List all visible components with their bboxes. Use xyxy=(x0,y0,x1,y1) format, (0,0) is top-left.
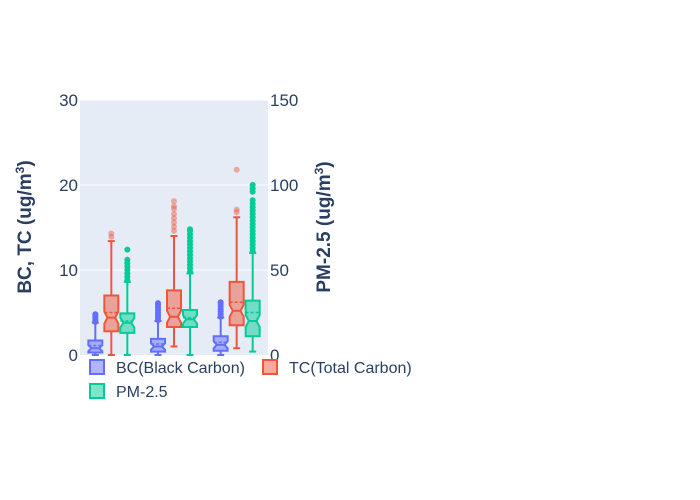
left-tick-label: 30 xyxy=(59,91,78,110)
right-tick-label: 150 xyxy=(270,91,298,110)
outlier-point xyxy=(171,219,177,226)
outlier-point xyxy=(171,210,177,217)
legend-label-tc: TC(Total Carbon) xyxy=(289,360,412,377)
legend-swatch-tc xyxy=(262,359,278,375)
legend: BC(Black Carbon) TC(Total Carbon) PM-2.5 xyxy=(89,359,412,401)
legend-swatch-pm25 xyxy=(89,383,105,399)
outlier-point xyxy=(233,166,240,173)
outlier-point xyxy=(124,246,131,253)
outlier-point xyxy=(171,205,177,212)
outlier-point xyxy=(217,299,224,306)
outlier-point xyxy=(171,215,177,222)
box-2-0[interactable] xyxy=(119,246,136,356)
legend-item-pm25[interactable]: PM-2.5 xyxy=(89,383,168,401)
legend-item-tc[interactable]: TC(Total Carbon) xyxy=(262,359,412,377)
outlier-point xyxy=(187,226,193,233)
left-tick-label: 0 xyxy=(69,346,78,365)
outlier-point xyxy=(124,256,131,263)
left-axis-title: BC, TC (ug/m3) xyxy=(13,160,36,293)
left-tick-label: 10 xyxy=(59,261,78,280)
legend-swatch-bc xyxy=(89,359,105,375)
outlier-point xyxy=(171,198,177,205)
box-1-2[interactable] xyxy=(228,166,245,350)
box-body xyxy=(150,337,166,353)
outlier-point xyxy=(249,197,256,204)
right-axis-ticks: 0 50 100 150 xyxy=(270,91,298,365)
left-tick-label: 20 xyxy=(59,176,78,195)
right-tick-label: 100 xyxy=(270,176,298,195)
outlier-point xyxy=(155,300,161,307)
right-axis-title: PM-2.5 (ug/m3) xyxy=(312,161,335,292)
legend-item-bc[interactable]: BC(Black Carbon) xyxy=(89,359,245,377)
outlier-point xyxy=(171,203,177,210)
box-body xyxy=(228,280,245,327)
box-body xyxy=(103,294,120,333)
box-0-0[interactable] xyxy=(87,311,104,356)
box-body xyxy=(87,339,104,354)
box-body xyxy=(244,299,261,338)
outlier-point xyxy=(171,227,177,234)
outlier-point xyxy=(108,233,115,240)
right-tick-label: 50 xyxy=(270,261,289,280)
legend-label-pm25: PM-2.5 xyxy=(116,384,168,401)
box-0-1[interactable] xyxy=(150,300,166,356)
box-0-2[interactable] xyxy=(212,299,229,356)
outlier-point xyxy=(171,223,177,230)
outlier-point xyxy=(92,311,99,318)
box-2-1[interactable] xyxy=(182,226,198,356)
box-series-group xyxy=(87,166,261,356)
outlier-point xyxy=(108,230,115,237)
legend-label-bc: BC(Black Carbon) xyxy=(116,360,245,377)
box-body xyxy=(212,335,229,352)
right-tick-label: 0 xyxy=(270,346,279,365)
box-1-0[interactable] xyxy=(103,230,120,356)
box-2-2[interactable] xyxy=(244,182,261,353)
outlier-point xyxy=(249,182,256,188)
outlier-point xyxy=(233,206,240,213)
left-axis-ticks: 0 10 20 30 xyxy=(59,91,78,365)
outlier-point xyxy=(233,209,240,216)
box-1-1[interactable] xyxy=(166,198,182,348)
